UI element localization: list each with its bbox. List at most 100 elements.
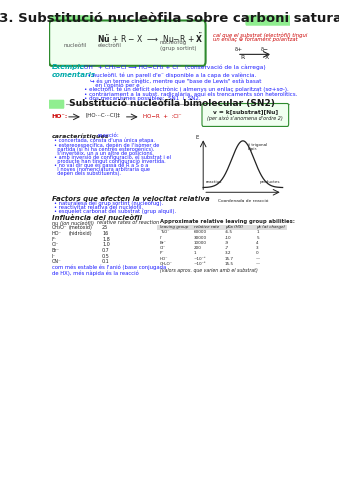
- Text: • naturalesa del grup sortint (nucleòfug).: • naturalesa del grup sortint (nucleòfug…: [54, 200, 163, 205]
- Text: 15.5: 15.5: [225, 262, 234, 266]
- Text: Substitució nucleòfila bimolecular (SN2): Substitució nucleòfila bimolecular (SN2): [66, 99, 275, 108]
- Text: productes: productes: [260, 180, 280, 184]
- Text: (metòxid): (metòxid): [68, 225, 92, 230]
- Text: pk (at charge): pk (at charge): [256, 225, 285, 228]
- Text: Factors que afecten la velocitat relativa: Factors que afecten la velocitat relativ…: [52, 195, 209, 202]
- Text: HO⁻: HO⁻: [52, 231, 62, 236]
- Text: • reactivitat relativa del nucleòfil.: • reactivitat relativa del nucleòfil.: [54, 204, 143, 210]
- Text: 0: 0: [256, 252, 259, 255]
- Text: 1: 1: [194, 252, 196, 255]
- Text: X: X: [264, 55, 269, 60]
- Text: partida (si hi ha centres esterogènics).: partida (si hi ha centres esterogènics).: [54, 146, 155, 152]
- FancyBboxPatch shape: [49, 21, 206, 66]
- Text: en l'opinió per e⁻.: en l'opinió per e⁻.: [90, 83, 144, 88]
- Text: • concertada, consta d'una única etapa.: • concertada, consta d'una única etapa.: [54, 138, 155, 144]
- Text: 0.7: 0.7: [102, 248, 110, 253]
- Text: (valors aprox. que varien amb el substrat): (valors aprox. que varien amb el substra…: [160, 268, 258, 273]
- Text: . • nucleòfil. té un parell d'e⁻ disponible a la capa de valència.: . • nucleòfil. té un parell d'e⁻ disponi…: [84, 72, 256, 78]
- Text: HO⁻:: HO⁻:: [52, 114, 68, 120]
- Text: (per això s'anomena d'ordre 2): (per això s'anomena d'ordre 2): [207, 115, 283, 120]
- Text: ~10⁻⁵: ~10⁻⁵: [194, 257, 206, 261]
- Text: relative rate: relative rate: [194, 225, 219, 228]
- Text: un enllaç ⊕ fortament polaritzat: un enllaç ⊕ fortament polaritzat: [213, 37, 297, 42]
- Text: nucleòfug: nucleòfug: [160, 40, 187, 45]
- Text: (grup sortint): (grup sortint): [160, 46, 196, 51]
- Text: —: —: [256, 262, 260, 266]
- Text: electròfil: electròfil: [97, 43, 121, 48]
- Text: • amb inversió de configuració, el substrat i el: • amb inversió de configuració, el subst…: [54, 155, 171, 160]
- Text: -9: -9: [225, 241, 229, 245]
- Text: ↪ és un terme cinètic, mentre que "base de Lewis" està basat: ↪ és un terme cinètic, mentre que "base …: [90, 78, 261, 84]
- Text: -6.5: -6.5: [225, 230, 233, 234]
- Text: —: —: [256, 257, 260, 261]
- Text: leaving group: leaving group: [160, 225, 188, 228]
- Text: comentaris: comentaris: [52, 72, 96, 78]
- Text: • esquelet carbonat del substrat (grup alquil).: • esquelet carbonat del substrat (grup a…: [54, 209, 176, 214]
- Text: nu (ion nucleòfil): nu (ion nucleòfil): [52, 220, 94, 226]
- Text: ~10⁻⁶: ~10⁻⁶: [194, 262, 206, 266]
- Text: F⁻: F⁻: [160, 252, 164, 255]
- Text: 60000: 60000: [194, 230, 207, 234]
- Text: I⁻: I⁻: [52, 254, 56, 259]
- Text: relative rates of reaction: relative rates of reaction: [97, 220, 159, 225]
- Text: 5: 5: [256, 236, 259, 240]
- Text: CH₃O⁻: CH₃O⁻: [160, 262, 173, 266]
- Text: • estereoespecífica, depèn de l'isòmer de: • estereoespecífica, depèn de l'isòmer d…: [54, 142, 159, 148]
- Text: 4: 4: [256, 241, 259, 245]
- Text: HO−R  +  :Cl⁻: HO−R + :Cl⁻: [143, 114, 181, 120]
- Text: • dos mecanismes possibles:  SN1  i  SN2.: • dos mecanismes possibles: SN1 i SN2.: [84, 96, 201, 101]
- Text: v = k[substrat][Nu]: v = k[substrat][Nu]: [213, 108, 278, 114]
- FancyBboxPatch shape: [245, 15, 291, 26]
- Text: δ+: δ+: [235, 47, 243, 52]
- Text: • no val dir que és passà de R a S o a: • no val dir que és passà de R a S o a: [54, 163, 148, 168]
- Text: reacció:: reacció:: [97, 133, 119, 138]
- FancyBboxPatch shape: [202, 104, 288, 126]
- Text: depèn dels substituents).: depèn dels substituents).: [54, 171, 121, 177]
- Text: $\mathbf{N\ddot{u}}$ + R − X  ⟶  Nu−R + $\mathbf{\ddot{X}}$: $\mathbf{N\ddot{u}}$ + R − X ⟶ Nu−R + $\…: [97, 32, 204, 45]
- Text: 1.0: 1.0: [102, 242, 110, 247]
- Text: Exemple: Exemple: [52, 64, 85, 70]
- Text: -10: -10: [225, 236, 232, 240]
- Text: I⁻: I⁻: [160, 236, 163, 240]
- Text: nucleòfil: nucleòfil: [64, 43, 87, 48]
- Text: TsO⁻: TsO⁻: [160, 230, 169, 234]
- Text: • contràriament a la subst. radicalària, aquí els trencaments són heterolítics.: • contràriament a la subst. radicalària,…: [84, 91, 297, 96]
- Text: 15.7: 15.7: [225, 257, 234, 261]
- Text: [HO···C···Cl]‡: [HO···C···Cl]‡: [85, 112, 120, 118]
- Text: 25: 25: [102, 225, 108, 230]
- Text: E: E: [195, 135, 198, 140]
- Bar: [157, 225, 287, 230]
- Text: . OH⁻ + CH₃−Cl ⟶ HO−CH₃ + Cl⁻  (conservació de la càrrega): . OH⁻ + CH₃−Cl ⟶ HO−CH₃ + Cl⁻ (conservac…: [80, 64, 266, 70]
- Text: R: R: [240, 55, 245, 60]
- Text: (hidròxid): (hidròxid): [68, 230, 92, 236]
- Text: δ−: δ−: [261, 47, 269, 52]
- Text: producte han tingut configuració invertida.: producte han tingut configuració inverti…: [54, 158, 166, 164]
- Text: pKa (HX): pKa (HX): [225, 225, 243, 228]
- Text: Br⁻: Br⁻: [160, 241, 167, 245]
- Text: Coordenada de reacció: Coordenada de reacció: [218, 199, 268, 204]
- Text: 0.5: 0.5: [102, 254, 110, 259]
- Text: característiques: característiques: [52, 133, 109, 139]
- Text: com més estable és l'anió (base conjugada
de HX), més nàpida és la reacció: com més estable és l'anió (base conjugad…: [52, 264, 166, 276]
- Text: Br⁻: Br⁻: [52, 248, 60, 253]
- Text: 0.1: 0.1: [102, 260, 110, 264]
- Text: Approximate relative leaving group abilities:: Approximate relative leaving group abili…: [160, 219, 295, 224]
- Text: T3. Substitució nucleòfila sobre carboni saturat: T3. Substitució nucleòfila sobre carboni…: [0, 12, 339, 24]
- Text: 3: 3: [256, 246, 259, 250]
- Text: F⁻: F⁻: [52, 237, 57, 241]
- Text: I noves (nomenclatura arbitraria que: I noves (nomenclatura arbitraria que: [54, 167, 150, 172]
- Text: Influència del nucleòfil: Influència del nucleòfil: [52, 215, 141, 221]
- FancyBboxPatch shape: [48, 100, 64, 109]
- Text: ‡ trigonal
bipir.: ‡ trigonal bipir.: [248, 143, 267, 152]
- Text: 200: 200: [194, 246, 201, 250]
- Text: 3.2: 3.2: [225, 252, 231, 255]
- Text: 1.8: 1.8: [102, 237, 110, 241]
- Text: Cl⁻: Cl⁻: [160, 246, 166, 250]
- Text: reactius: reactius: [206, 180, 222, 184]
- Text: -7: -7: [225, 246, 229, 250]
- Text: 1: 1: [256, 230, 259, 234]
- Text: CN⁻: CN⁻: [52, 260, 61, 264]
- Text: 30000: 30000: [194, 236, 207, 240]
- Text: 16: 16: [102, 231, 108, 236]
- Text: Cl⁻: Cl⁻: [52, 242, 59, 247]
